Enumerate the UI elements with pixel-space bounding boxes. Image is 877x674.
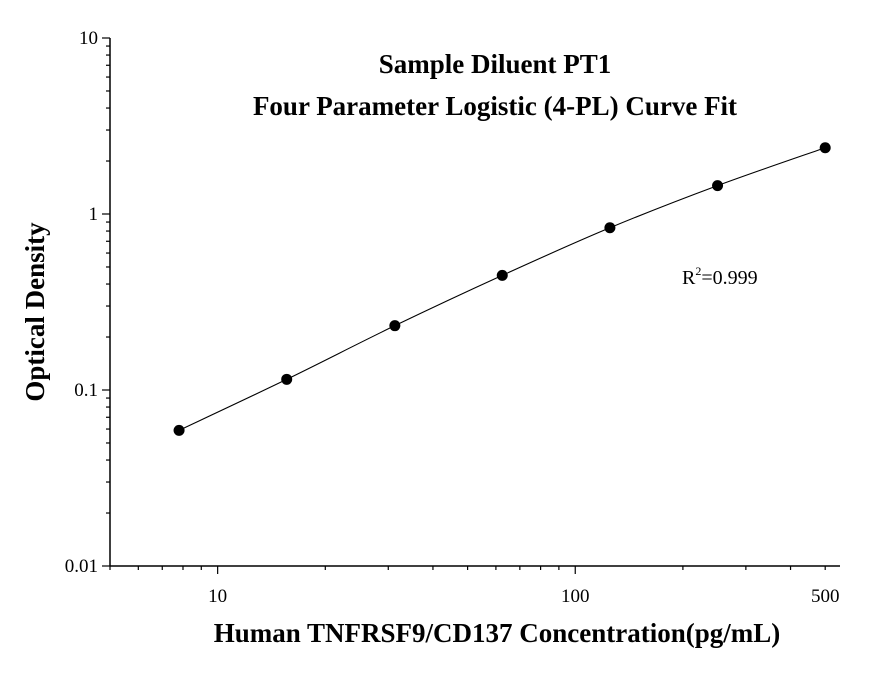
data-point [819,142,831,154]
data-point [496,269,508,281]
x-tick-label: 100 [561,586,590,607]
data-point [281,373,293,385]
x-axis-label: Human TNFRSF9/CD137 Concentration(pg/mL) [214,618,781,648]
axes [109,38,840,567]
y-tick-label: 0.01 [65,556,98,577]
fit-curve [178,147,826,431]
data-point [173,424,185,436]
r-squared-value: =0.999 [701,267,757,289]
chart-title-line-1: Sample Diluent PT1 [379,49,612,79]
y-tick-label: 10 [79,28,98,49]
r-squared-prefix: R [682,267,696,289]
r-squared-superscript: 2 [695,264,701,278]
chart-title-line-2: Four Parameter Logistic (4-PL) Curve Fit [253,91,737,121]
x-tick-label: 10 [208,586,227,607]
r-squared-annotation: R2=0.999 [682,264,758,289]
fit-curve-layer [178,147,826,431]
data-point [712,180,724,192]
y-axis-label: Optical Density [20,222,50,402]
y-tick-label: 0.1 [74,380,98,401]
data-point [389,320,401,332]
x-tick-label: 500 [811,586,840,607]
ticks: 0.01 0.1 1 10 10 100 500 [65,28,840,607]
data-points [173,142,831,436]
y-tick-label: 1 [89,204,99,225]
data-point [604,222,616,234]
